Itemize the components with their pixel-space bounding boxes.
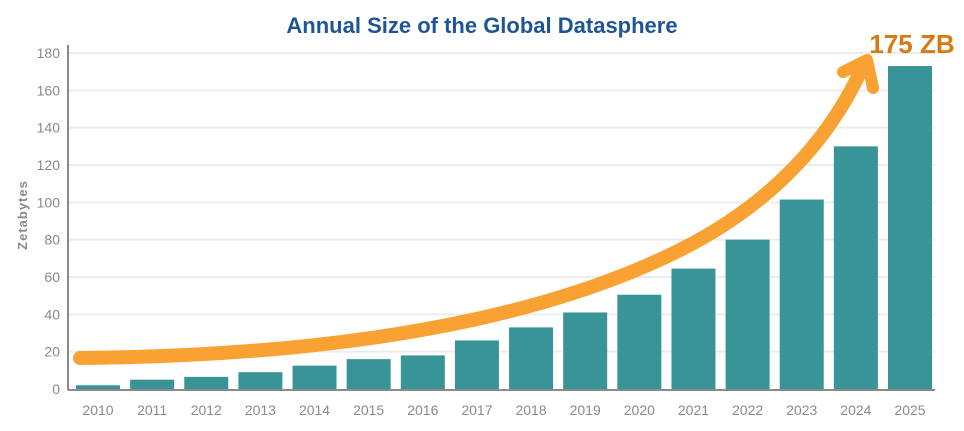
y-tick-label: 80 — [44, 232, 60, 248]
y-tick-label: 140 — [37, 120, 61, 136]
x-tick-label: 2015 — [353, 402, 384, 418]
y-tick-label: 60 — [44, 269, 60, 285]
bar-2016 — [400, 355, 445, 389]
bar-2020 — [617, 294, 662, 389]
bar-2025 — [888, 66, 932, 390]
y-tick-label: 100 — [37, 194, 61, 210]
bar-2017 — [454, 340, 499, 389]
bar-2015 — [346, 359, 391, 389]
x-tick-label: 2022 — [732, 402, 763, 418]
bar-2018 — [509, 327, 554, 389]
x-tick-label: 2011 — [137, 402, 167, 418]
x-tick-label: 2013 — [245, 402, 276, 418]
bar-2023 — [779, 199, 824, 389]
y-tick-label: 160 — [37, 82, 61, 98]
x-tick-label: 2010 — [82, 402, 113, 418]
y-tick-label: 40 — [44, 306, 60, 322]
x-tick-label: 2024 — [840, 402, 871, 418]
bar-2014 — [292, 365, 337, 389]
chart-title: Annual Size of the Global Datasphere — [286, 13, 677, 38]
bar-2022 — [725, 239, 770, 389]
x-tick-label: 2014 — [299, 402, 330, 418]
arrow-head — [837, 54, 879, 94]
x-tick-label: 2017 — [461, 402, 492, 418]
bar-2010 — [76, 385, 120, 389]
x-tick-label: 2018 — [515, 402, 546, 418]
y-tick-label: 0 — [52, 381, 60, 397]
x-tick-label: 2025 — [894, 402, 925, 418]
y-tick-label: 120 — [37, 157, 61, 173]
annotation-175zb: 175 ZB — [869, 29, 954, 59]
x-tick-label: 2016 — [407, 402, 438, 418]
bar-2012 — [184, 376, 229, 389]
y-tick-label: 20 — [44, 344, 60, 360]
x-tick-label: 2021 — [678, 402, 709, 418]
bar-2021 — [671, 268, 716, 389]
y-axis-label: Zetabytes — [15, 180, 30, 250]
x-tick-label: 2020 — [624, 402, 655, 418]
x-tick-label: 2012 — [191, 402, 222, 418]
bar-2013 — [238, 372, 283, 389]
bar-2019 — [563, 312, 608, 389]
bar-2011 — [130, 379, 175, 389]
bar-2024 — [833, 146, 878, 389]
growth-arrow — [73, 59, 870, 365]
x-tick-label: 2023 — [786, 402, 817, 418]
y-tick-label: 180 — [37, 45, 61, 61]
x-tick-label: 2019 — [570, 402, 601, 418]
